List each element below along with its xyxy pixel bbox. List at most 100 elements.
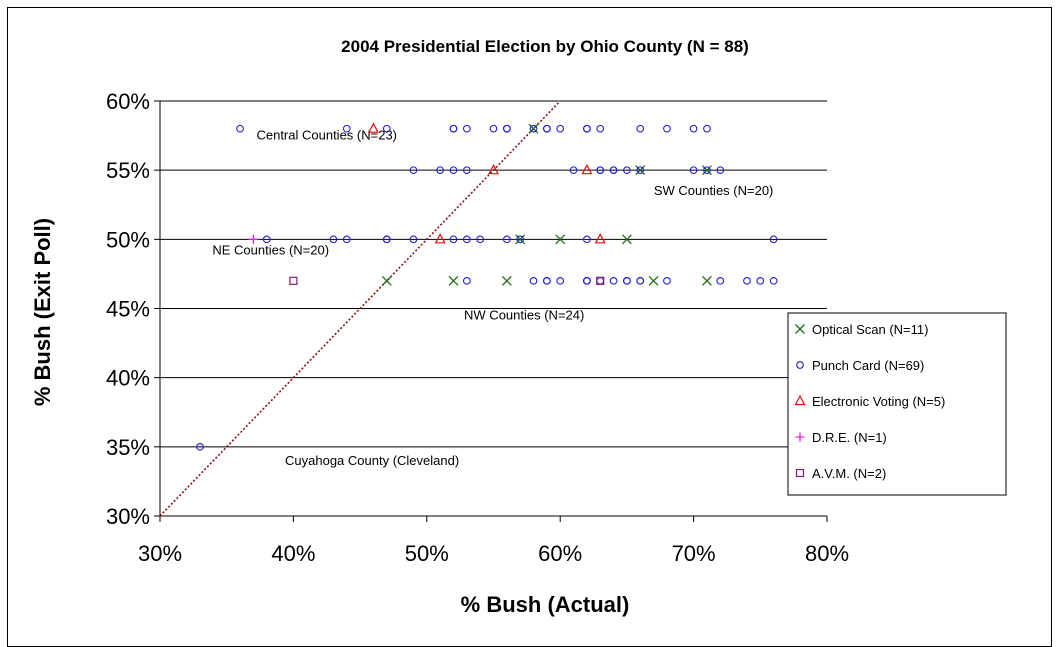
point-circle xyxy=(462,124,471,133)
point-circle xyxy=(529,124,538,133)
point-x xyxy=(635,165,646,176)
y-tick-label: 35% xyxy=(106,435,150,460)
diagonal-reference-line xyxy=(159,100,561,517)
point-circle xyxy=(689,166,698,175)
point-x xyxy=(515,234,526,245)
axes xyxy=(154,100,828,522)
x-tick-label: 60% xyxy=(538,541,582,566)
point-circle xyxy=(663,124,671,133)
point-circle xyxy=(636,124,645,133)
point-circle xyxy=(756,276,765,285)
y-tick-label: 55% xyxy=(106,158,150,183)
point-x xyxy=(448,275,459,286)
point-circle xyxy=(543,276,551,285)
point-circle xyxy=(583,235,591,244)
point-circle xyxy=(436,166,444,175)
point-circle xyxy=(382,235,391,244)
region-annotation: SW Counties (N=20) xyxy=(654,183,774,198)
point-x xyxy=(701,165,712,176)
point-circle xyxy=(382,124,391,133)
region-annotation: Cuyahoga County (Cleveland) xyxy=(285,453,459,468)
point-triangle xyxy=(488,163,499,175)
legend-label: D.R.E. (N=1) xyxy=(812,430,887,445)
legend-box xyxy=(787,312,1007,496)
point-x xyxy=(701,275,712,286)
chart-canvas: 2004 Presidential Election by Ohio Count… xyxy=(30,37,1007,617)
point-circle xyxy=(462,276,471,285)
point-circle xyxy=(502,235,511,244)
point-circle xyxy=(743,276,751,285)
point-circle xyxy=(196,442,204,451)
point-circle xyxy=(516,235,525,244)
point-circle xyxy=(769,235,778,244)
point-x xyxy=(621,234,632,245)
point-circle xyxy=(476,235,485,244)
point-square xyxy=(289,276,298,285)
legend: Optical Scan (N=11) Punch Card (N=69) Elec… xyxy=(787,312,1007,496)
point-circle xyxy=(409,166,418,175)
point-square xyxy=(596,276,605,285)
point-circle xyxy=(636,276,645,285)
y-tick-label: 50% xyxy=(106,227,150,252)
point-circle xyxy=(449,166,458,175)
point-circle xyxy=(609,276,618,285)
region-annotation: NE Counties (N=20) xyxy=(212,243,329,258)
point-circle xyxy=(556,124,565,133)
x-axis-label: % Bush (Actual) xyxy=(461,592,630,617)
point-circle xyxy=(462,166,471,175)
legend-label: Optical Scan (N=11) xyxy=(812,322,928,337)
legend-label: Punch Card (N=69) xyxy=(812,358,924,373)
point-circle xyxy=(623,276,631,285)
x-tick-label: 50% xyxy=(405,541,449,566)
point-triangle xyxy=(434,233,446,244)
x-tick-label: 30% xyxy=(138,541,182,566)
point-circle xyxy=(703,124,711,133)
point-circle xyxy=(596,276,605,285)
point-x xyxy=(528,123,539,134)
point-circle xyxy=(716,166,725,175)
reference-line xyxy=(159,100,561,517)
legend-label: A.V.M. (N=2) xyxy=(812,466,886,481)
point-circle xyxy=(636,166,645,175)
point-circle xyxy=(716,276,725,285)
point-circle xyxy=(583,124,591,133)
point-circle xyxy=(569,166,578,175)
point-circle xyxy=(529,276,538,285)
legend-marker-circle xyxy=(796,361,804,369)
legend-marker-x xyxy=(795,324,805,334)
point-circle xyxy=(342,124,351,133)
x-tick-label: 80% xyxy=(805,541,849,566)
point-circle xyxy=(689,124,698,133)
point-circle xyxy=(543,124,551,133)
legend-label: Electronic Voting (N=5) xyxy=(812,394,945,409)
y-tick-label: 40% xyxy=(106,366,150,391)
point-circle xyxy=(329,235,338,244)
point-circle xyxy=(556,276,565,285)
point-circle xyxy=(489,124,498,133)
point-circle xyxy=(596,166,605,175)
y-tick-label: 60% xyxy=(106,89,150,114)
point-circle xyxy=(462,235,471,244)
point-circle xyxy=(342,235,351,244)
point-triangle xyxy=(594,233,606,244)
x-tick-label: 40% xyxy=(271,541,315,566)
point-x xyxy=(555,234,566,245)
point-circle xyxy=(262,235,271,244)
point-circle xyxy=(583,276,591,285)
point-circle xyxy=(769,276,778,285)
point-circle xyxy=(596,124,605,133)
region-annotation: NW Counties (N=24) xyxy=(464,308,584,323)
legend-marker-plus xyxy=(795,432,805,442)
point-circle xyxy=(236,124,244,133)
point-circle xyxy=(663,276,671,285)
point-triangle xyxy=(367,122,379,133)
data-points xyxy=(196,122,778,451)
point-circle xyxy=(409,235,418,244)
chart-title: 2004 Presidential Election by Ohio Count… xyxy=(341,37,749,56)
point-triangle xyxy=(581,163,593,175)
x-tick-label: 70% xyxy=(672,541,716,566)
point-x xyxy=(648,275,659,286)
point-x xyxy=(381,275,392,286)
x-tick-labels: 30% 40% 50% 60% 70% 80% xyxy=(138,541,849,566)
point-circle xyxy=(449,235,458,244)
